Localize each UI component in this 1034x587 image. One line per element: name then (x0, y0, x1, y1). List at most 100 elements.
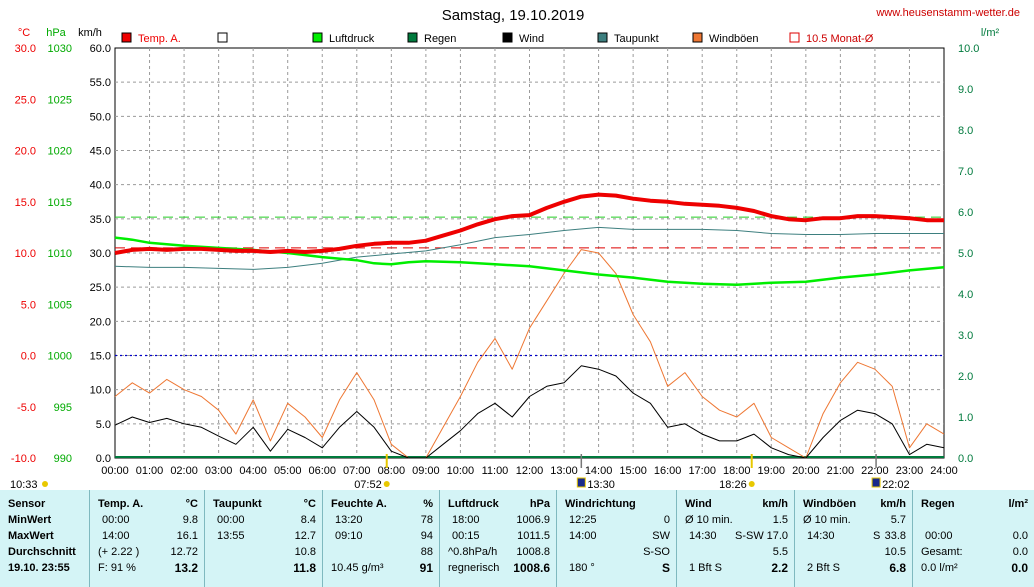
rain-tick-label: 4.0 (958, 289, 973, 301)
dew-header: Taupunkt (213, 498, 262, 510)
moonset-label: 13:30 (587, 479, 615, 490)
rain-now-note: 0.0 l/m² (921, 562, 958, 574)
hum-unit: % (423, 498, 433, 510)
temp-avg-note: (+ 2.22 ) (98, 546, 140, 558)
rain-max: 0.0 (1012, 530, 1028, 542)
hum-avg: 88 (420, 546, 433, 558)
x-tick-label: 23:00 (896, 465, 924, 477)
dewpoint-series (114, 226, 944, 270)
legend-label: Taupunkt (614, 33, 659, 45)
stats-col-gust: Windböen km/h Ø 10 min. 5.7 14:30 S 33.8 10.… (795, 490, 913, 587)
legend-swatch (789, 32, 800, 43)
temp-avg: 12.72 (170, 546, 198, 558)
press-now: 1008.6 (513, 561, 550, 575)
press-header: Luftdruck (448, 498, 499, 510)
wind-tick-label: 20.0 (90, 316, 111, 328)
dew-min: 8.4 (300, 514, 316, 526)
wind-max: 17.0 (766, 530, 788, 542)
x-tick-label: 17:00 (688, 465, 716, 477)
hum-min-time: 13:20 (335, 514, 363, 526)
dew-min-time: 00:00 (217, 514, 245, 526)
wind-tick-label: 25.0 (90, 282, 111, 294)
pressure-tick-label: 1000 (48, 351, 72, 363)
wind-tick-label: 55.0 (90, 77, 111, 89)
row-label-min: MinWert (8, 514, 52, 526)
legend-label: Windböen (709, 33, 759, 45)
weather-chart: 00:00 01:00 02:00 03:00 04:00 05:00 06:00 07:00… (10, 7, 1020, 490)
temp-max: 16.1 (176, 530, 198, 542)
x-tick-label: 08:00 (378, 465, 406, 477)
press-unit: hPa (529, 498, 550, 510)
rain-tick-label: 8.0 (958, 125, 973, 137)
row-label-sensor: Sensor (8, 498, 46, 510)
moonrise-icon (871, 477, 881, 488)
x-tick-label: 20:00 (792, 465, 820, 477)
stats-col-dir: Windrichtung 12:25 0 14:00 SW S-SO 180 ° S (557, 490, 677, 587)
hum-max: 94 (420, 530, 433, 542)
wind-tick-label: 5.0 (96, 419, 111, 431)
rain-tick-label: 1.0 (958, 412, 973, 424)
temp-tick-label: 5.0 (21, 299, 36, 311)
rain-avg: 0.0 (1012, 546, 1028, 558)
x-tick-label: 18:00 (723, 465, 751, 477)
dir-header: Windrichtung (565, 498, 636, 510)
x-tick-label: 12:00 (516, 465, 544, 477)
rain-tick-label: 7.0 (958, 166, 973, 178)
rain-now: 0.0 (1011, 561, 1028, 575)
wind-unit-label: km/h (78, 27, 102, 39)
rain-tick-label: 5.0 (958, 248, 973, 260)
hum-min: 78 (420, 514, 433, 526)
wind-tick-label: 10.0 (90, 385, 111, 397)
rain-tick-label: 3.0 (958, 330, 973, 342)
sunrise-label: 07:52 (354, 479, 382, 490)
wind-tick-label: 0.0 (96, 453, 111, 465)
sunrise-icon (383, 481, 390, 487)
temp-tick-label: -5.0 (17, 402, 36, 414)
wind-tick-label: 45.0 (90, 146, 111, 158)
dir-max-time: 14:00 (569, 530, 597, 542)
rain-unit-label: l/m² (981, 27, 1000, 39)
x-tick-label: 24:00 (930, 465, 958, 477)
pressure-tick-label: 1005 (48, 299, 72, 311)
rain-tick-label: 9.0 (958, 84, 973, 96)
gust-max: 33.8 (884, 530, 906, 542)
x-tick-label: 16:00 (654, 465, 682, 477)
press-min-time: 18:00 (452, 514, 480, 526)
stats-col-press: Luftdruck hPa 18:00 1006.9 00:15 1011.5 ^0.… (440, 490, 557, 587)
wind-avg: 5.5 (772, 546, 788, 558)
x-tick-label: 14:00 (585, 465, 613, 477)
x-tick-label: 10:00 (447, 465, 475, 477)
dir-max: SW (652, 530, 670, 542)
temp-tick-label: 25.0 (15, 94, 36, 106)
dir-now-note: 180 ° (569, 562, 595, 574)
dir-min: 0 (663, 514, 670, 526)
gust-min-time: Ø 10 min. (803, 514, 851, 526)
wind-min-time: Ø 10 min. (685, 514, 733, 526)
press-max-time: 00:15 (452, 530, 480, 542)
x-tick-label: 11:00 (482, 465, 509, 477)
legend-label: Temp. A. (138, 33, 181, 45)
rain-unit: l/m² (1008, 498, 1028, 510)
row-label-avg: Durchschnitt (8, 546, 76, 558)
stats-col-temp: Temp. A. °C 00:00 9.8 14:00 16.1 (+ 2.22 ) 1… (90, 490, 205, 587)
x-tick-label: 19:00 (758, 465, 786, 477)
temperature-series (114, 192, 944, 255)
wind-tick-label: 40.0 (90, 180, 111, 192)
sunset-icon (748, 481, 755, 487)
temp-now: 13.2 (174, 561, 198, 575)
press-now-note: regnerisch (448, 562, 500, 574)
left-time-label: 10:33 (10, 479, 38, 490)
rain-tick-label: 6.0 (958, 207, 973, 219)
x-tick-label: 01:00 (136, 465, 164, 477)
gust-max-note: S (873, 530, 881, 542)
x-tick-label: 09:00 (412, 465, 440, 477)
stats-col-sensor: Sensor MinWert MaxWert Durchschnitt 19.1… (0, 490, 90, 587)
hum-header: Feuchte A. (331, 498, 387, 510)
wind-now: 2.2 (771, 561, 788, 575)
press-avg: 1008.8 (516, 546, 550, 558)
temp-unit-label: °C (18, 27, 30, 39)
temp-tick-label: 0.0 (21, 351, 36, 363)
pressure-tick-label: 1025 (48, 94, 72, 106)
dew-unit: °C (303, 498, 316, 510)
wind-tick-label: 15.0 (90, 351, 111, 363)
